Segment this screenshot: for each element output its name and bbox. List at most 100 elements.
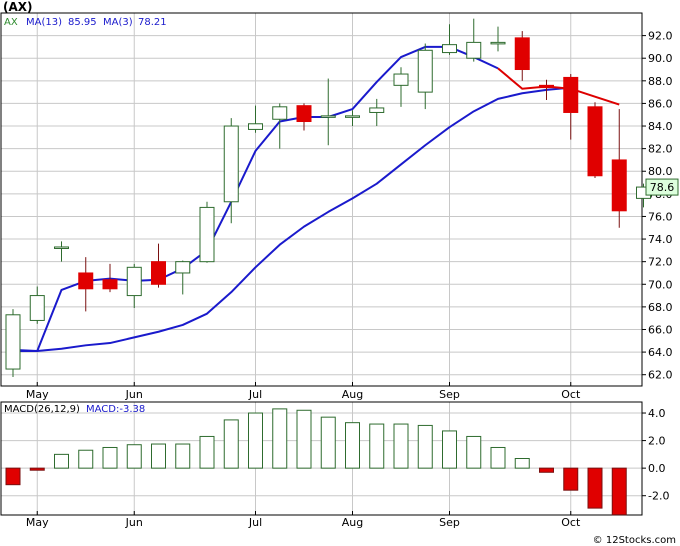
legend-ma13-value: 85.95 (68, 17, 97, 28)
legend-ax: AX (4, 17, 18, 28)
candle-down (151, 261, 166, 285)
macd-bar-negative (29, 467, 45, 471)
price-y-tick-label: 84.0 (648, 120, 673, 133)
price-x-tick-label: Aug (342, 388, 363, 401)
price-x-tick-label: Oct (561, 388, 581, 401)
macd-x-tick-label: Aug (342, 516, 363, 529)
macd-bar-positive (54, 453, 69, 469)
macd-x-tick-label: Sep (439, 516, 460, 529)
macd-y-tick-label: -2.0 (648, 490, 669, 503)
candle-down (539, 84, 554, 89)
candle-down (563, 76, 579, 113)
price-x-tick-label: Jun (125, 388, 143, 401)
candle-up (320, 115, 336, 118)
candle-down (611, 159, 627, 212)
price-y-tick-label: 72.0 (648, 256, 673, 269)
candle-up (393, 73, 409, 86)
candle-down (514, 37, 530, 71)
price-y-tick-label: 76.0 (648, 210, 673, 223)
macd-x-tick-label: Jun (125, 516, 143, 529)
candle-up (417, 49, 433, 93)
price-x-tick-label: May (26, 388, 49, 401)
macd-value-label: MACD:-3.38 (86, 404, 145, 415)
price-y-tick-label: 82.0 (648, 143, 673, 156)
price-y-tick-label: 74.0 (648, 233, 673, 246)
macd-bar-positive (151, 443, 166, 469)
macd-bars-layer (5, 408, 627, 516)
price-grid (1, 13, 642, 386)
legend-ma13: MA(13) (26, 17, 62, 28)
macd-bar-negative (563, 467, 579, 491)
macd-x-tick-label: May (26, 516, 49, 529)
candle-up (199, 206, 215, 263)
macd-x-tick-label: Oct (561, 516, 581, 529)
candle-down (296, 105, 312, 123)
macd-bar-positive (248, 412, 263, 469)
price-y-tick-label: 90.0 (648, 52, 673, 65)
macd-bar-negative (539, 467, 554, 473)
last-price-box (645, 178, 679, 196)
price-y-tick-label: 66.0 (648, 323, 673, 336)
candle-up (126, 266, 142, 297)
price-y-tick-label: 62.0 (648, 369, 673, 382)
ma3-line-layer (12, 45, 620, 352)
price-x-axis: May Jun Jul Aug Sep Oct (26, 382, 581, 401)
macd-bar-positive (417, 424, 433, 469)
price-panel-frame (0, 12, 643, 387)
macd-bar-positive (369, 423, 385, 469)
watermark: © 12Stocks.com (593, 535, 676, 546)
macd-bar-positive (272, 408, 288, 469)
ma13-line-layer (13, 86, 571, 352)
macd-y-tick-label: 2.0 (648, 435, 666, 448)
candle-up (5, 314, 21, 370)
ma13-line (13, 86, 571, 352)
macd-bar-positive (126, 444, 142, 469)
legend-ma3-value: 78.21 (138, 17, 167, 28)
price-x-tick-label: Sep (439, 388, 460, 401)
candles-layer (5, 18, 651, 377)
macd-bar-positive (199, 435, 215, 469)
macd-bar-positive (296, 409, 312, 469)
macd-bar-negative (5, 467, 21, 486)
price-panel: 62.064.066.068.070.072.074.076.078.080.0… (0, 0, 679, 401)
price-legend: AX MA(13) 85.95 MA(3) 78.21 (4, 17, 167, 28)
price-y-tick-label: 86.0 (648, 97, 673, 110)
macd-bar-positive (102, 446, 118, 469)
candle-down (78, 272, 94, 290)
macd-bar-positive (514, 458, 530, 469)
macd-bar-positive (466, 435, 482, 469)
candle-up (345, 115, 360, 118)
macd-bar-positive (345, 422, 360, 469)
candle-down (587, 106, 603, 177)
candle-up (175, 261, 191, 274)
candle-up (248, 123, 263, 130)
macd-x-tick-label: Jul (248, 516, 262, 529)
legend-ma3: MA(3) (103, 17, 133, 28)
candle-up (442, 44, 457, 54)
macd-bar-negative (587, 467, 603, 509)
ticker-label: (AX) (3, 0, 33, 14)
macd-bar-negative (611, 467, 627, 516)
candle-up (223, 125, 239, 203)
candle-up (29, 295, 45, 321)
macd-bar-positive (78, 449, 94, 469)
candle-up (490, 41, 506, 45)
macd-y-tick-label: 0.0 (648, 462, 666, 475)
macd-bar-positive (320, 416, 336, 469)
last-price-label: 78.6 (650, 181, 675, 194)
last-price-marker: 78.6 (645, 178, 679, 196)
candle-up (54, 246, 69, 249)
macd-bar-positive (393, 423, 409, 469)
macd-panel-frame (0, 401, 643, 516)
price-y-tick-label: 64.0 (648, 346, 673, 359)
price-y-tick-label: 70.0 (648, 278, 673, 291)
macd-bar-positive (223, 419, 239, 469)
macd-y-tick-label: 4.0 (648, 407, 666, 420)
candle-up (272, 106, 288, 120)
price-y-tick-label: 68.0 (648, 301, 673, 314)
macd-x-axis: May Jun Jul Aug Sep Oct (26, 511, 581, 529)
macd-bar-positive (442, 430, 457, 469)
macd-panel: 4.0 2.0 0.0 -2.0 May Jun Jul Aug Sep Oct MACD(26… (0, 401, 669, 529)
ma3-line-red-segment (497, 67, 620, 106)
